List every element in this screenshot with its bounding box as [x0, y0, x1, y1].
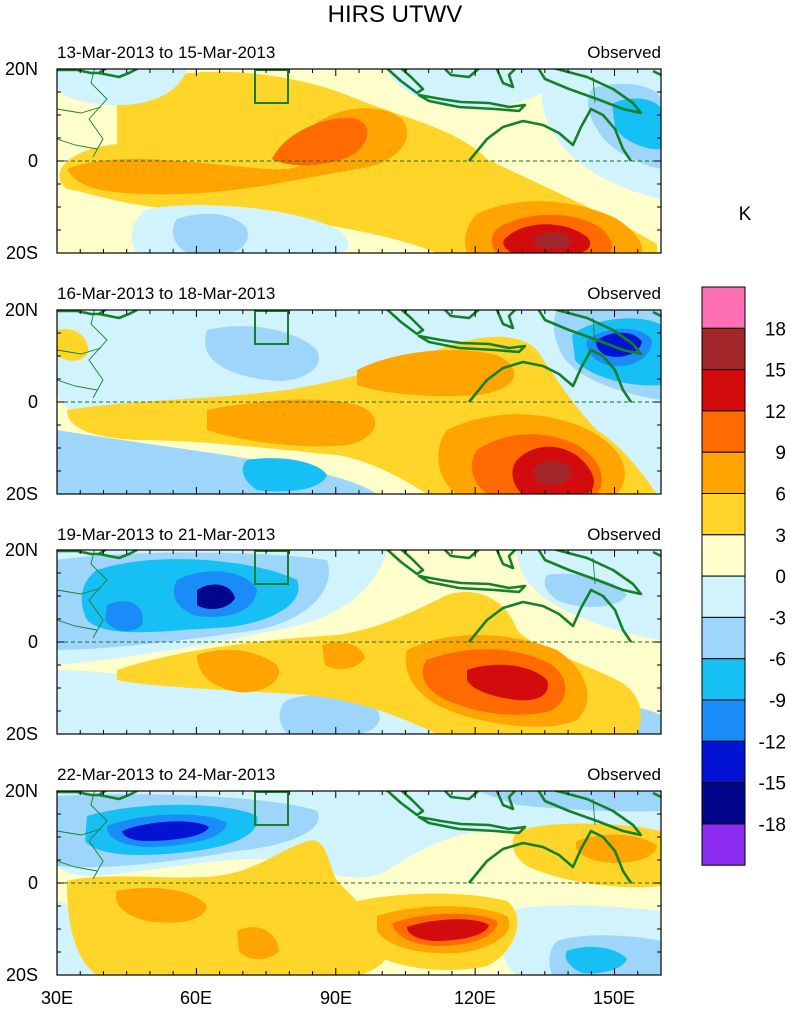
contour-6b [322, 642, 365, 670]
anomaly-field [57, 69, 661, 253]
lat-label-20s: 20S [6, 965, 38, 985]
colorbar-label: 12 [765, 402, 786, 423]
colorbar-box [701, 327, 746, 371]
colorbar-box [701, 286, 746, 329]
panel-date-range: 19-Mar-2013 to 21-Mar-2013 [57, 525, 275, 544]
panel-label: Observed [587, 765, 661, 784]
colorbar-box [701, 782, 746, 825]
contour-6 [197, 649, 280, 693]
map-plot-area [57, 550, 661, 734]
anomaly-field [57, 550, 661, 734]
lat-label-20n: 20N [5, 781, 38, 801]
contour-neg15 [122, 821, 209, 841]
colorbar-label: 3 [775, 526, 786, 547]
figure-title: HIRS UTWV [328, 1, 463, 28]
map-panel: 19-Mar-2013 to 21-Mar-2013 Observed [56, 525, 662, 735]
contour-neg15 [197, 584, 235, 610]
colorbar-label: -12 [759, 732, 786, 753]
lon-label-90e: 90E [320, 988, 352, 1008]
colorbar-boxes [701, 286, 746, 866]
contour-neg6c [279, 694, 380, 734]
contour-neg6 [205, 326, 319, 381]
axis-ticks [56, 68, 662, 976]
lat-label-20n: 20N [5, 300, 38, 320]
colorbar-box [701, 369, 746, 412]
contour-neg9c [565, 946, 627, 974]
anomaly-field [57, 791, 661, 975]
map-panel: 13-Mar-2013 to 15-Mar-2013 Observed [56, 43, 662, 254]
colorbar-label: -18 [759, 815, 786, 836]
contour-neg3b [57, 69, 187, 106]
contour-15 [532, 232, 572, 249]
colorbar-label: 15 [765, 361, 786, 382]
colorbar-box [701, 699, 746, 742]
panel-label: Observed [587, 284, 661, 303]
map-plot-area [57, 310, 661, 494]
colorbar-label: 18 [765, 319, 786, 340]
contour-neg12b [105, 601, 143, 632]
contour-3 [67, 840, 390, 975]
colorbar-label: -3 [769, 608, 786, 629]
colorbar-label: -15 [759, 774, 786, 795]
colorbar-box [701, 534, 746, 577]
lat-label-20n: 20N [5, 59, 38, 79]
contour-12 [467, 664, 548, 701]
longitude-labels: 30E 60E 90E 120E 150E [41, 988, 635, 1008]
contour-neg9c [242, 458, 327, 492]
colorbar-label: 0 [775, 567, 786, 588]
contour-15 [532, 460, 572, 485]
panel-date-range: 22-Mar-2013 to 24-Mar-2013 [57, 765, 275, 784]
colorbar-box [701, 410, 746, 453]
contour-6 [116, 887, 207, 923]
contour-6b [237, 927, 279, 960]
colorbar-label: -9 [769, 691, 786, 712]
lon-label-120e: 120E [454, 988, 496, 1008]
lat-label-0: 0 [28, 632, 38, 652]
contour-neg9 [612, 98, 661, 150]
colorbar-box [701, 616, 746, 660]
contour-9 [272, 118, 368, 166]
colorbar-box [701, 823, 746, 866]
colorbar-box [701, 451, 746, 495]
lat-label-0: 0 [28, 873, 38, 893]
contour-12 [407, 919, 489, 941]
panel-label: Observed [587, 43, 661, 62]
lat-label-20s: 20S [6, 484, 38, 504]
lat-label-20n: 20N [5, 540, 38, 560]
panel-date-range: 16-Mar-2013 to 18-Mar-2013 [57, 284, 275, 303]
map-panel: 22-Mar-2013 to 24-Mar-2013 Observed [56, 765, 662, 976]
map-plot-area [57, 69, 661, 253]
colorbar-label: 9 [775, 443, 786, 464]
colorbar-units: K [739, 204, 752, 225]
colorbar-box [701, 740, 746, 784]
colorbar-label: 6 [775, 485, 786, 506]
lat-label-20s: 20S [6, 243, 38, 263]
colorbar-labels: 18 15 12 9 6 3 0 -3 -6 -9 -12 -15 -18 [759, 319, 786, 836]
contour-neg6c [172, 213, 248, 253]
colorbar: K 18 15 12 9 6 3 0 -3 -6 -9 -12 -15 -18 [701, 204, 786, 866]
contour-6d [575, 834, 657, 863]
colorbar-box [701, 493, 746, 536]
map-plot-area [57, 791, 661, 975]
contour-3b [57, 329, 88, 361]
panel-label: Observed [587, 525, 661, 544]
contour-6b [357, 350, 515, 397]
lat-label-0: 0 [28, 151, 38, 171]
panels: 13-Mar-2013 to 15-Mar-2013 Observed [5, 43, 662, 1008]
contour-6 [207, 399, 376, 447]
colorbar-box [701, 575, 746, 618]
lon-label-60e: 60E [180, 988, 212, 1008]
panel-date-range: 13-Mar-2013 to 15-Mar-2013 [57, 43, 275, 62]
lon-label-150e: 150E [593, 988, 635, 1008]
latitude-labels: 20N 0 20S 20N 0 20S 20N 0 20S 20N 0 20S [5, 59, 38, 985]
lat-label-0: 0 [28, 392, 38, 412]
lon-label-30e: 30E [41, 988, 73, 1008]
colorbar-label: -6 [769, 650, 786, 671]
lat-label-20s: 20S [6, 724, 38, 744]
map-panel: 16-Mar-2013 to 18-Mar-2013 Observed [56, 284, 662, 495]
colorbar-box [701, 658, 746, 701]
